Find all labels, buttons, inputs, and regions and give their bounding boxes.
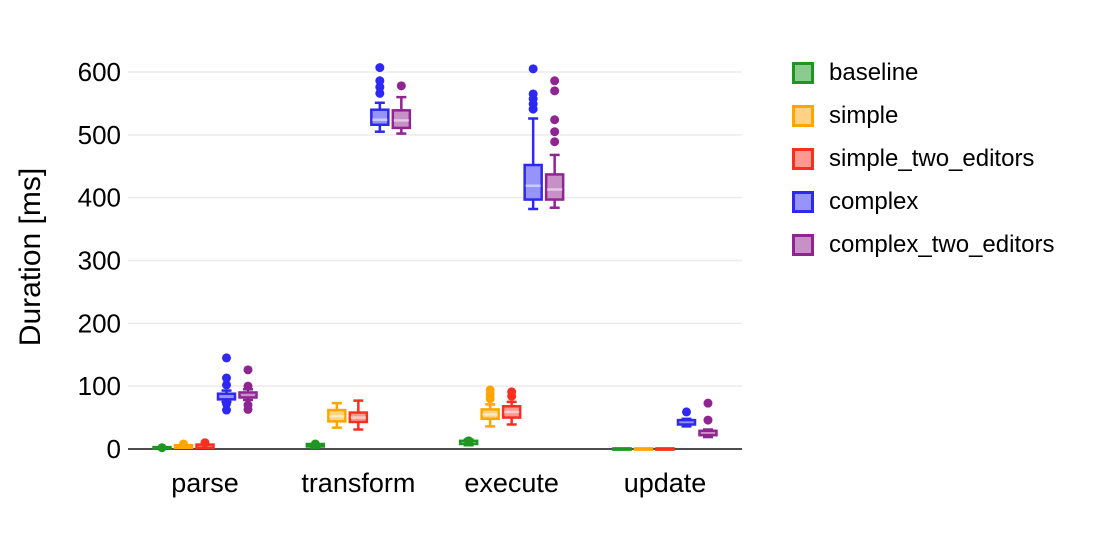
box-complex_two_editors-execute-outlier-dot <box>550 137 560 147</box>
box-complex_two_editors-update-outlier-dot <box>703 398 713 408</box>
legend-label: simple <box>829 102 899 129</box>
box-complex-update-outlier-dot <box>681 407 691 417</box>
y-tick-label: 0 <box>107 434 121 464</box>
legend-item-baseline: baseline <box>792 59 1054 86</box>
legend-swatch-complex-two-editors <box>792 234 814 256</box>
y-tick-label: 500 <box>78 120 121 150</box>
box-baseline-update <box>612 447 632 451</box>
box-complex_two_editors-parse-outlier-dot <box>243 365 253 375</box>
legend-item-complex: complex <box>792 188 1054 215</box>
box-complex_two_editors-execute-outlier-dot <box>550 115 560 125</box>
box-complex_two_editors-parse-outlier-dot <box>243 400 253 410</box>
legend-label: complex <box>829 188 919 215</box>
legend: baseline simple simple_two_editors compl… <box>792 59 1055 258</box>
box-simple-parse-outlier-dot <box>179 439 188 449</box>
box-complex_two_editors-update <box>698 429 718 437</box>
box-simple_two_editors-parse-outlier-dot <box>200 438 210 448</box>
box-complex-execute-outlier-dot <box>528 64 538 74</box>
box-simple_two_editors-execute-outlier-dot <box>507 387 517 397</box>
box-baseline-execute-outlier-dot <box>464 436 474 446</box>
box-complex-transform-outlier-dot <box>375 88 385 98</box>
box-simple-execute-outlier-dot <box>485 385 495 395</box>
y-axis-title: Duration [ms] <box>14 167 47 347</box>
box-complex-transform-outlier-dot <box>375 76 385 86</box>
box-baseline-parse-outlier-dot <box>157 443 167 453</box>
x-tick-label: update <box>624 468 707 498</box>
box-complex-parse-outlier-dot <box>222 373 231 383</box>
box-simple_two_editors-update <box>655 447 675 451</box>
legend-item-complex-two-editors: complex_two_editors <box>792 231 1055 258</box>
box-complex-transform-outlier-dot <box>375 82 385 92</box>
legend-swatch-simple-two-editors <box>792 148 814 170</box>
y-tick-label: 300 <box>78 246 121 276</box>
box-complex_two_editors-transform <box>391 109 412 130</box>
legend-label: simple_two_editors <box>829 145 1035 172</box>
y-tick-label: 600 <box>78 57 121 87</box>
box-complex_two_editors-execute-outlier-dot <box>550 76 560 86</box>
legend-label: baseline <box>829 59 919 86</box>
box-complex-parse-outlier-dot <box>222 399 231 409</box>
box-complex-parse <box>216 392 237 401</box>
box-complex-transform <box>370 108 390 127</box>
box-complex_two_editors-update-outlier-dot <box>703 415 713 425</box>
legend-label: complex_two_editors <box>829 231 1055 258</box>
box-complex_two_editors-parse-outlier-dot <box>243 381 253 391</box>
box-complex_two_editors-transform-outlier-dot <box>396 81 406 91</box>
legend-item-simple: simple <box>792 102 1054 129</box>
box-complex-execute-outlier-dot <box>528 89 538 99</box>
y-tick-label: 200 <box>78 308 121 338</box>
box-simple-update <box>633 447 654 451</box>
x-tick-label: execute <box>464 468 559 498</box>
legend-swatch-complex <box>792 191 814 213</box>
legend-swatch-baseline <box>792 62 814 84</box>
box-complex-update <box>676 418 697 426</box>
box-complex_two_editors-execute-outlier-dot <box>550 86 560 96</box>
box-complex_two_editors-parse <box>238 391 258 399</box>
box-complex_two_editors-execute-outlier-dot <box>550 127 560 137</box>
y-tick-label: 400 <box>78 183 121 213</box>
y-tick-label: 100 <box>78 371 121 401</box>
box-baseline-transform-outlier-dot <box>310 439 320 449</box>
x-tick-label: transform <box>301 468 415 498</box>
box-complex_two_editors-execute <box>544 173 565 201</box>
legend-swatch-simple <box>792 105 814 127</box>
box-complex-execute <box>523 163 543 201</box>
box-complex-parse-outlier-dot <box>222 353 231 363</box>
legend-item-simple-two-editors: simple_two_editors <box>792 145 1054 172</box>
x-tick-label: parse <box>171 468 239 498</box>
box-complex-parse-outlier-dot <box>222 405 231 415</box>
box-complex-transform-outlier-dot <box>375 63 385 73</box>
box-complex-parse-outlier-dot <box>222 380 231 390</box>
